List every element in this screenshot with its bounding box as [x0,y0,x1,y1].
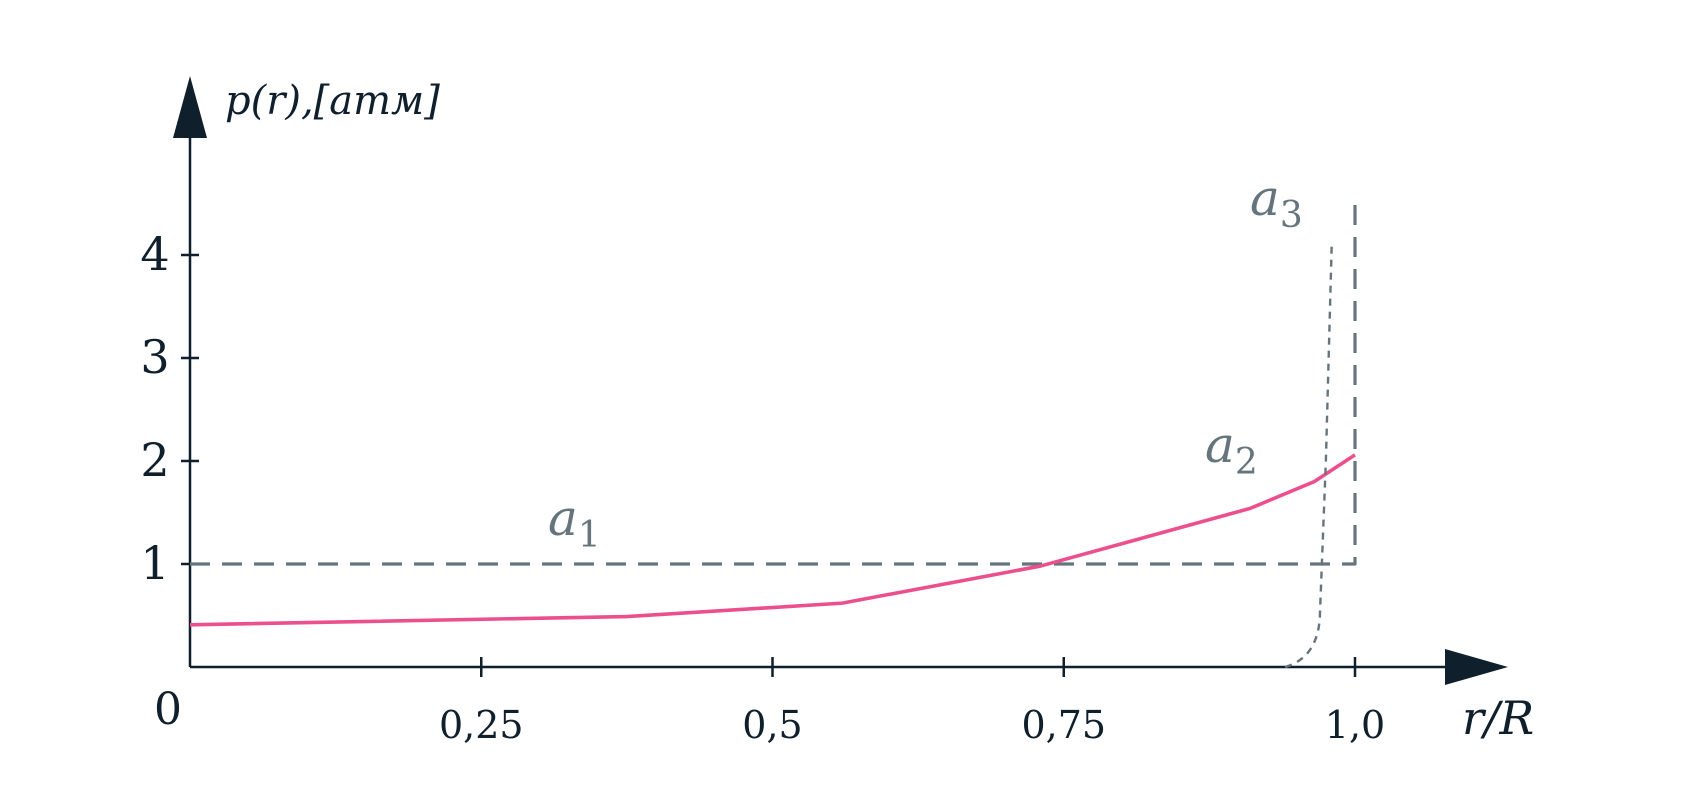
series-line-a3 [1284,244,1333,669]
y-tick-label: 3 [140,330,169,384]
series-label-a1: a1 [548,489,601,556]
x-tick-label: 0,75 [1021,703,1106,747]
series-line-a1 [190,193,1357,566]
axes [173,76,1508,685]
x-tick-label: 1,0 [1325,703,1385,747]
series-label-a2: a2 [1205,416,1258,483]
y-axis-arrow [173,76,207,138]
x-tick-label: 0,5 [742,703,802,747]
y-tick-label: 4 [140,227,169,281]
y-tick-label: 1 [140,536,169,590]
series-line-a2 [189,453,1356,627]
x-axis-arrow [1445,649,1508,685]
y-tick-label: 2 [140,433,169,487]
labels: p(r),[атм] r/R 0 a1 a2 a3 [154,78,1534,745]
y-axis-title: p(r),[атм] [225,78,440,124]
origin-label: 0 [154,684,182,735]
x-tick-label: 0,25 [439,703,524,747]
series-label-a3: a3 [1250,169,1303,236]
x-axis-title: r/R [1462,691,1534,745]
series-layer [189,193,1357,669]
ticks: 0,25 0,5 0,75 1,0 1 2 3 4 [140,227,1385,747]
